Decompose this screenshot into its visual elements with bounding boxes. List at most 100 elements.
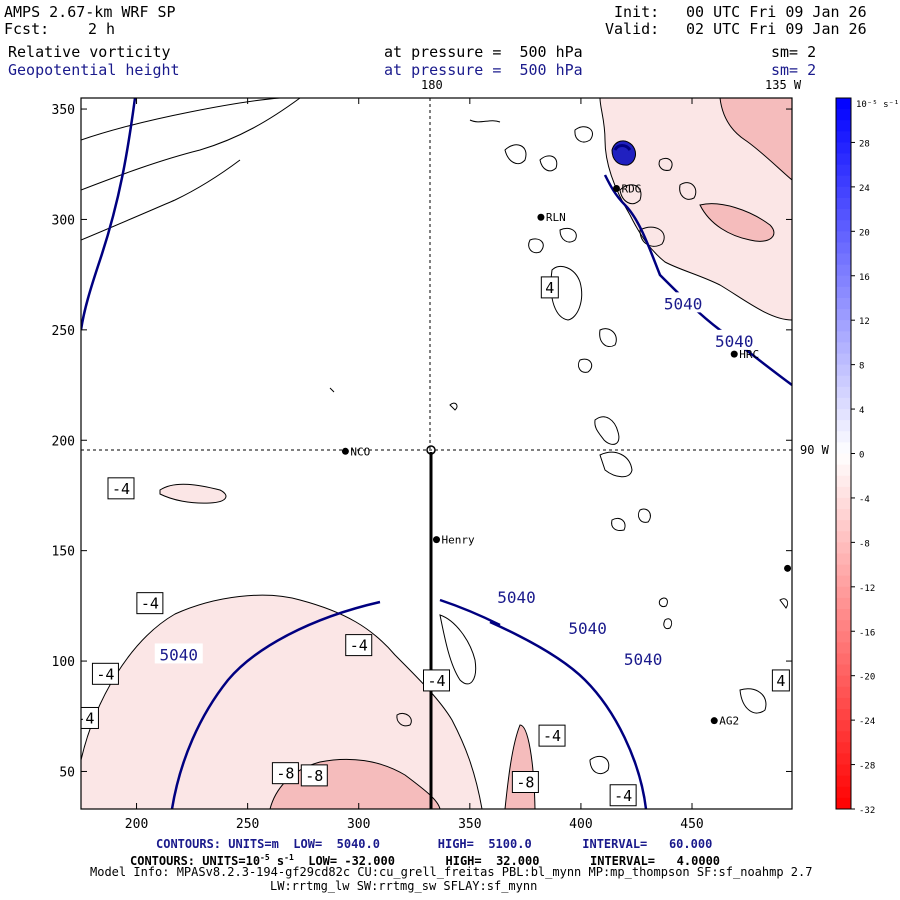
colorbar-tick-label: -4	[859, 495, 870, 505]
contour-lines	[81, 98, 789, 775]
footer-exp1: -5	[260, 853, 270, 862]
x-tick-label: 350	[458, 817, 481, 832]
height-label-bg	[563, 616, 612, 637]
vorticity-contour-label: -4	[112, 480, 130, 498]
colorbar-tick-label: -12	[859, 584, 875, 594]
colorbar-segment	[836, 597, 851, 610]
colorbar-segment	[836, 497, 851, 510]
station-marker	[612, 185, 620, 193]
vorticity-contour-label: -4	[96, 665, 114, 683]
colorbar-segment	[836, 220, 851, 232]
colorbar-tick-label: -32	[859, 806, 875, 816]
colorbar-segment	[836, 475, 851, 488]
colorbar-segment	[836, 242, 851, 255]
station-label: NCO	[350, 445, 370, 458]
x-tick-label: 250	[236, 817, 259, 832]
init-time: 00 UTC Fri 09 Jan 26	[686, 3, 867, 21]
model-title: AMPS 2.67-km WRF SP	[4, 3, 176, 21]
vorticity-label-box	[107, 477, 135, 500]
colorbar-segment	[836, 197, 851, 210]
height-contour-label: 5040	[624, 650, 663, 669]
colorbar-segment	[836, 731, 851, 743]
colorbar-segment	[836, 553, 851, 566]
colorbar-segment	[836, 375, 851, 388]
colorbar-segment	[836, 309, 851, 321]
height-label-bg	[659, 292, 708, 313]
colorbar-segment	[836, 797, 851, 810]
plot-frame	[80, 97, 793, 810]
colorbar-segment	[836, 431, 851, 443]
colorbar-segment	[836, 297, 851, 310]
colorbar-tick-label: -8	[859, 539, 870, 549]
height-contour-label: 5040	[497, 588, 536, 607]
y-tick-label: 300	[52, 213, 75, 228]
colorbar-segment	[836, 531, 851, 543]
y-tick-label: 100	[52, 655, 75, 670]
height-contour-label: 5040	[159, 645, 198, 664]
colorbar-segment	[836, 520, 851, 532]
colorbar-segment	[836, 264, 851, 277]
x-tick-label: 300	[347, 817, 370, 832]
colorbar-segment	[836, 231, 851, 243]
field2-level: at pressure = 500 hPa	[384, 61, 583, 79]
vorticity-label-box	[609, 784, 637, 807]
colorbar-segment	[836, 209, 851, 221]
lat-90w-label: 90 W	[800, 443, 829, 457]
height-label-bg	[619, 647, 668, 668]
colorbar-tick-label: -16	[859, 628, 875, 638]
colorbar-segment	[836, 620, 851, 632]
height-contour-label: 5040	[664, 294, 703, 313]
colorbar-segment	[836, 542, 851, 554]
vorticity-contour-label: 4	[545, 279, 554, 297]
footer-model-info: Model Info: MPASv8.2.3-194-gf29cd82c CU:…	[90, 865, 813, 879]
vorticity-label-box	[771, 669, 790, 692]
colorbar-segment	[836, 464, 851, 477]
height-label-bg	[492, 586, 541, 607]
colorbar: 28 24 20 16 12 8 4 0 -4 -8 -12 -16 -20 -24 -28 -32 10⁻⁵ …	[835, 97, 899, 816]
station-marker	[784, 564, 792, 572]
colorbar-segment	[836, 142, 851, 155]
y-tick-label: 200	[52, 434, 75, 449]
colorbar-segment	[836, 509, 851, 521]
colorbar-segment	[836, 409, 851, 421]
y-tick-label: 150	[52, 545, 75, 560]
vorticity-contour-label: -8	[516, 774, 534, 792]
vorticity-fill-northeast-mid	[699, 203, 775, 242]
field1-name: Relative vorticity	[8, 43, 171, 61]
colorbar-segment	[836, 664, 851, 677]
footer-exp2: -1	[284, 853, 294, 862]
station-label: HRC	[739, 348, 759, 361]
station-marker	[341, 447, 349, 455]
vorticity-contour-label: -8	[276, 765, 294, 783]
vorticity-contour-label: -4	[76, 709, 94, 727]
station-marker	[433, 536, 440, 544]
stations-layer: NCO Henry RLN RDG HRC AG2	[341, 183, 792, 728]
footer-contours-height: CONTOURS: UNITS=m LOW= 5040.0 HIGH= 5100…	[156, 837, 713, 851]
height-label-bg	[710, 329, 759, 350]
vorticity-contour-label: -4	[141, 595, 159, 613]
init-label: Init:	[614, 3, 660, 21]
colorbar-segment	[836, 120, 851, 132]
colorbar-segment	[836, 353, 851, 366]
vorticity-contour-label: -8	[305, 767, 323, 785]
station-marker	[730, 350, 738, 358]
colorbar-segment	[836, 675, 851, 688]
vorticity-label-box	[300, 764, 328, 787]
colorbar-segment	[836, 764, 851, 777]
vorticity-contour-label: 4	[776, 672, 785, 690]
colorbar-segment	[836, 586, 851, 599]
vorticity-label-box	[538, 724, 566, 747]
vorticity-label-box	[345, 634, 373, 657]
colorbar-segment	[836, 686, 851, 699]
height-contour-label: 5040	[715, 332, 754, 351]
footer-contours-vorticity-a: CONTOURS: UNITS=10	[130, 854, 261, 868]
y-tick-label: 50	[59, 765, 75, 780]
vorticity-contour-label: -4	[614, 787, 632, 805]
colorbar-unit-label: 10⁻⁵ s⁻¹	[856, 100, 899, 110]
colorbar-segment	[836, 575, 851, 588]
colorbar-segment	[836, 153, 851, 166]
cross-section-origin	[426, 445, 436, 455]
field2-name: Geopotential height	[8, 61, 180, 79]
colorbar-segment	[836, 131, 851, 143]
